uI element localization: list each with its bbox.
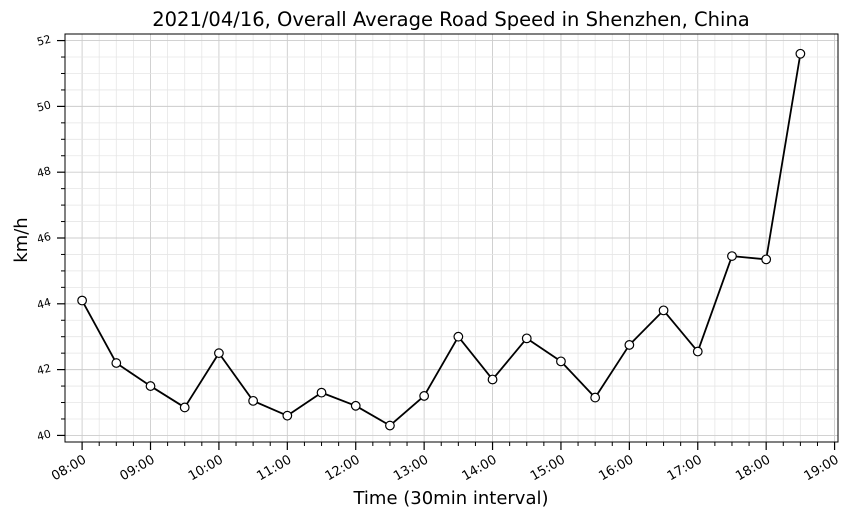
x-axis-label: Time (30min interval) — [352, 488, 548, 509]
data-point — [521, 333, 532, 344]
y-tick-label: 42 — [36, 362, 53, 378]
x-tick-label: 16:00 — [596, 452, 636, 484]
data-point — [419, 391, 430, 401]
data-point — [248, 395, 259, 406]
chart-title: 2021/04/16, Overall Average Road Speed i… — [152, 8, 750, 31]
grid-layer — [65, 34, 838, 442]
data-point — [658, 305, 669, 316]
x-axis-ticks: 08:00 09:00 10:00 11:00 12:00 13:00 14:00 15:00… — [49, 442, 842, 484]
data-point — [727, 251, 737, 261]
x-tick-label: 15:00 — [528, 452, 568, 484]
data-point — [487, 374, 498, 385]
series-line — [81, 53, 802, 427]
data-point — [692, 346, 703, 357]
y-tick-label: 48 — [36, 164, 53, 180]
data-point — [214, 348, 224, 359]
y-tick-label: 44 — [36, 296, 53, 312]
data-point — [590, 392, 601, 403]
data-point — [795, 48, 806, 59]
data-point — [316, 387, 327, 398]
data-point — [111, 358, 122, 368]
y-tick-label: 52 — [36, 32, 53, 48]
x-tick-label: 19:00 — [802, 452, 842, 484]
data-point — [385, 420, 395, 431]
data-point — [453, 331, 464, 342]
data-point — [350, 400, 361, 411]
x-tick-label: 08:00 — [49, 452, 89, 484]
x-tick-label: 11:00 — [254, 452, 294, 484]
series-layer — [77, 48, 806, 431]
data-point — [282, 410, 293, 421]
x-tick-label: 14:00 — [460, 452, 500, 484]
x-tick-label: 09:00 — [118, 452, 158, 484]
data-point — [145, 381, 156, 391]
x-tick-label: 18:00 — [733, 452, 773, 484]
data-point — [761, 254, 772, 265]
data-point — [624, 340, 635, 350]
y-axis-label: km/h — [11, 217, 32, 262]
y-tick-label: 46 — [36, 230, 53, 246]
y-tick-label: 40 — [36, 427, 53, 443]
data-point — [179, 402, 190, 413]
x-tick-label: 13:00 — [391, 452, 431, 484]
x-tick-label: 10:00 — [186, 452, 226, 484]
y-axis-ticks: 40 42 44 46 48 50 52 — [36, 32, 65, 444]
data-point — [556, 356, 566, 367]
x-tick-label: 17:00 — [665, 452, 705, 484]
y-tick-label: 50 — [36, 98, 53, 114]
data-point — [77, 295, 88, 306]
x-tick-label: 12:00 — [323, 452, 363, 484]
